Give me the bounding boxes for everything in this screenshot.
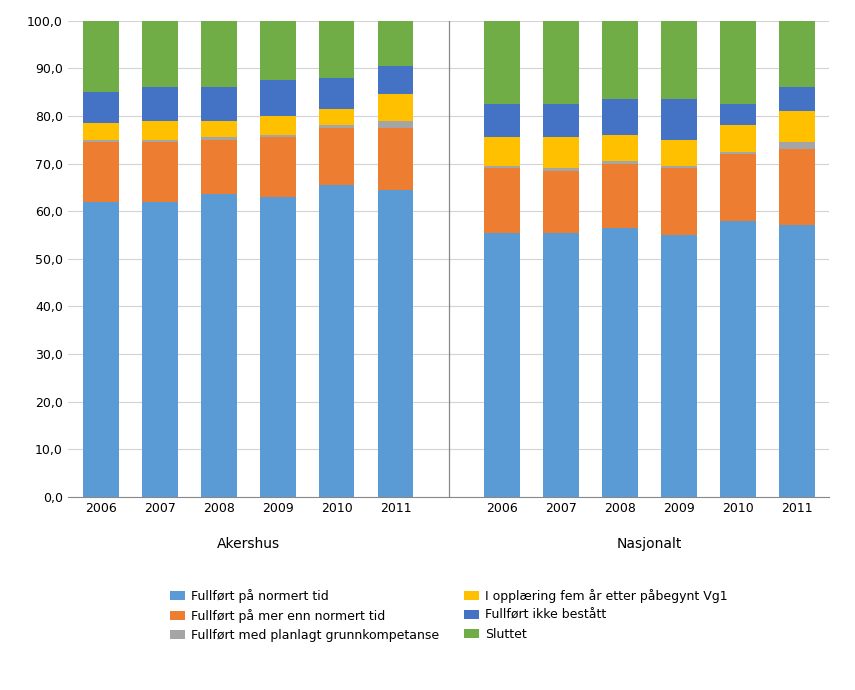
Bar bbox=[83, 139, 119, 142]
Text: Akershus: Akershus bbox=[217, 538, 280, 551]
Bar bbox=[779, 226, 815, 497]
Bar bbox=[83, 21, 119, 92]
Bar bbox=[201, 139, 237, 195]
Bar bbox=[484, 168, 520, 233]
Bar bbox=[484, 166, 520, 168]
Bar bbox=[142, 21, 178, 88]
Bar bbox=[378, 21, 414, 66]
Bar bbox=[260, 116, 296, 135]
Bar bbox=[661, 21, 697, 99]
Bar bbox=[543, 21, 579, 104]
Bar bbox=[779, 149, 815, 226]
Bar bbox=[661, 139, 697, 166]
Bar bbox=[484, 137, 520, 166]
Bar bbox=[720, 126, 756, 152]
Bar bbox=[720, 221, 756, 497]
Bar bbox=[779, 21, 815, 88]
Bar bbox=[661, 168, 697, 235]
Bar bbox=[142, 139, 178, 142]
Legend: Fullført på normert tid, Fullført på mer enn normert tid, Fullført med planlagt : Fullført på normert tid, Fullført på mer… bbox=[170, 589, 728, 642]
Bar bbox=[201, 21, 237, 88]
Bar bbox=[720, 152, 756, 154]
Bar bbox=[201, 88, 237, 121]
Bar bbox=[484, 233, 520, 497]
Bar bbox=[260, 21, 296, 80]
Bar bbox=[543, 170, 579, 233]
Bar bbox=[602, 21, 638, 99]
Bar bbox=[319, 126, 355, 128]
Bar bbox=[779, 142, 815, 149]
Bar bbox=[142, 201, 178, 497]
Bar bbox=[319, 128, 355, 185]
Bar bbox=[83, 123, 119, 139]
Bar bbox=[201, 137, 237, 139]
Bar bbox=[378, 95, 414, 121]
Bar bbox=[378, 190, 414, 497]
Bar bbox=[319, 109, 355, 126]
Bar bbox=[378, 128, 414, 190]
Text: Nasjonalt: Nasjonalt bbox=[616, 538, 682, 551]
Bar bbox=[378, 66, 414, 95]
Bar bbox=[661, 235, 697, 497]
Bar bbox=[319, 78, 355, 109]
Bar bbox=[661, 166, 697, 168]
Bar bbox=[720, 104, 756, 126]
Bar bbox=[720, 21, 756, 104]
Bar bbox=[83, 142, 119, 201]
Bar bbox=[142, 88, 178, 121]
Bar bbox=[543, 168, 579, 170]
Bar bbox=[201, 121, 237, 137]
Bar bbox=[484, 104, 520, 137]
Bar bbox=[201, 195, 237, 497]
Bar bbox=[720, 154, 756, 221]
Bar bbox=[319, 21, 355, 78]
Bar bbox=[378, 121, 414, 128]
Bar bbox=[602, 161, 638, 164]
Bar bbox=[83, 201, 119, 497]
Bar bbox=[83, 92, 119, 123]
Bar bbox=[484, 21, 520, 104]
Bar bbox=[602, 164, 638, 228]
Bar bbox=[543, 137, 579, 168]
Bar bbox=[602, 228, 638, 497]
Bar bbox=[319, 185, 355, 497]
Bar bbox=[142, 142, 178, 201]
Bar bbox=[779, 88, 815, 111]
Bar bbox=[602, 99, 638, 135]
Bar bbox=[779, 111, 815, 142]
Bar bbox=[260, 137, 296, 197]
Bar bbox=[543, 233, 579, 497]
Bar bbox=[543, 104, 579, 137]
Bar bbox=[260, 135, 296, 137]
Bar bbox=[602, 135, 638, 161]
Bar bbox=[260, 197, 296, 497]
Bar bbox=[142, 121, 178, 139]
Bar bbox=[661, 99, 697, 139]
Bar bbox=[260, 80, 296, 116]
